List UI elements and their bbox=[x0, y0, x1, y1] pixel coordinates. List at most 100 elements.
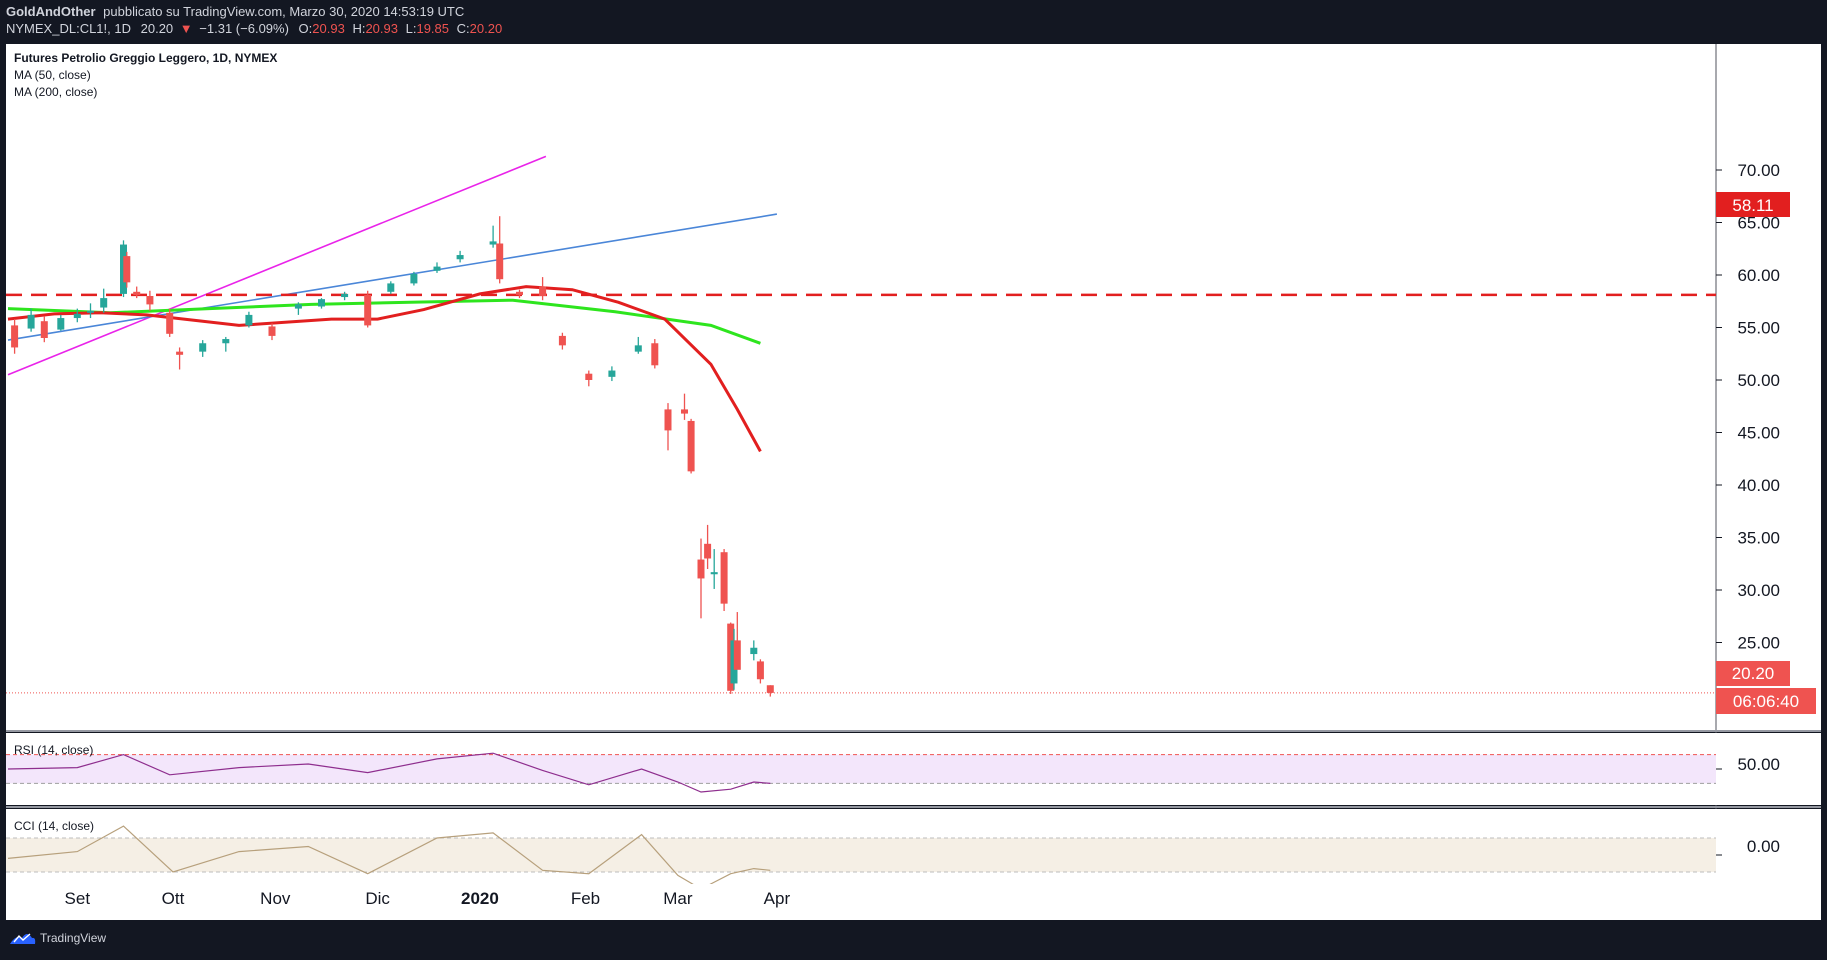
bar-countdown: 06:06:40 bbox=[1733, 692, 1799, 711]
down-arrow-icon: ▼ bbox=[180, 21, 193, 36]
candle bbox=[516, 289, 523, 299]
candle-body bbox=[697, 559, 705, 579]
ma50-line bbox=[7, 285, 762, 453]
candle bbox=[268, 323, 276, 341]
candle-body bbox=[123, 256, 131, 283]
candle-body bbox=[433, 266, 441, 271]
candle bbox=[720, 549, 728, 611]
price-tick-label: 25.00 bbox=[1737, 634, 1780, 653]
candle bbox=[733, 612, 741, 670]
price-tick-label: 65.00 bbox=[1737, 214, 1780, 233]
price-tick-label: 70.00 bbox=[1737, 161, 1780, 180]
chart-legend-title: Futures Petrolio Greggio Leggero, 1D, NY… bbox=[14, 51, 277, 65]
countdown-label-bg bbox=[1716, 688, 1816, 714]
candle bbox=[489, 225, 497, 248]
open-label: O: bbox=[299, 21, 313, 36]
price-tick-label: 30.00 bbox=[1737, 581, 1780, 600]
candle bbox=[57, 314, 65, 331]
price-tick-label: 60.00 bbox=[1737, 266, 1780, 285]
candle-body bbox=[489, 241, 497, 245]
high-value: 20.93 bbox=[365, 21, 398, 36]
change-value: −1.31 (−6.09%) bbox=[199, 21, 289, 36]
candle bbox=[166, 308, 174, 337]
rsi-line bbox=[7, 752, 771, 793]
candle bbox=[664, 403, 672, 451]
time-axis-label: Apr bbox=[764, 889, 791, 908]
candle-body bbox=[410, 273, 418, 284]
candle-body bbox=[387, 283, 395, 292]
candle bbox=[766, 685, 774, 697]
price-axis[interactable]: 70.00 65.00 60.00 55.00 50.00 45.00 40.00 35.00… bbox=[1716, 161, 1780, 653]
tradingview-logo-icon[interactable] bbox=[10, 933, 36, 944]
candle bbox=[87, 303, 94, 319]
resistance-price-label-bg bbox=[1716, 192, 1790, 217]
low-label: L: bbox=[406, 21, 417, 36]
candles bbox=[11, 216, 774, 697]
candle-body bbox=[651, 343, 659, 366]
cci-title: CCI (14, close) bbox=[14, 819, 94, 833]
candle bbox=[341, 291, 349, 301]
candle-body bbox=[268, 326, 276, 336]
candle-body bbox=[539, 286, 547, 296]
candle-body bbox=[720, 552, 728, 604]
rsi-plot bbox=[6, 752, 1722, 793]
candle-body bbox=[294, 304, 302, 309]
candle bbox=[756, 659, 764, 684]
candle bbox=[750, 640, 758, 661]
candle-body bbox=[558, 335, 566, 346]
candle-body bbox=[766, 685, 774, 693]
candle bbox=[608, 366, 616, 382]
ma50-legend: MA (50, close) bbox=[14, 68, 91, 82]
last-price-label-bg bbox=[1716, 661, 1790, 686]
time-axis-label: 2020 bbox=[461, 889, 499, 908]
rsi-band bbox=[6, 754, 1716, 784]
candle-body bbox=[516, 291, 523, 295]
candle bbox=[634, 336, 642, 354]
candle bbox=[294, 302, 302, 315]
candle-body bbox=[40, 321, 48, 338]
open-value: 20.93 bbox=[312, 21, 345, 36]
high-label: H: bbox=[352, 21, 365, 36]
candle bbox=[11, 319, 19, 354]
candle-body bbox=[11, 325, 19, 348]
candle-body bbox=[710, 572, 718, 575]
candle bbox=[704, 524, 712, 569]
candle bbox=[585, 370, 593, 387]
footer-brand[interactable]: TradingView bbox=[40, 931, 106, 945]
candle bbox=[697, 538, 705, 619]
time-axis-label: Set bbox=[65, 889, 91, 908]
candle-body bbox=[222, 339, 230, 344]
main-plot bbox=[6, 155, 1716, 697]
time-axis[interactable] bbox=[6, 884, 1821, 920]
price-tick-label: 55.00 bbox=[1737, 319, 1780, 338]
candle bbox=[710, 549, 718, 589]
rsi-tick-label: 50.00 bbox=[1737, 755, 1780, 774]
candle-body bbox=[133, 291, 141, 295]
candle bbox=[176, 347, 184, 370]
candle bbox=[27, 308, 35, 332]
candle bbox=[318, 298, 325, 309]
close-label: C: bbox=[457, 21, 470, 36]
candle bbox=[199, 340, 207, 357]
candle bbox=[73, 308, 81, 323]
close-value: 20.20 bbox=[470, 21, 503, 36]
candle-body bbox=[756, 661, 764, 680]
candle-body bbox=[687, 420, 695, 472]
low-value: 19.85 bbox=[416, 21, 449, 36]
author-name[interactable]: GoldAndOther bbox=[6, 4, 96, 19]
candle-body bbox=[496, 243, 504, 280]
blue-trendline bbox=[7, 213, 778, 341]
rsi-title: RSI (14, close) bbox=[14, 743, 93, 757]
time-axis-label: Ott bbox=[162, 889, 185, 908]
symbol-info[interactable]: NYMEX_DL:CL1!, 1D bbox=[6, 21, 131, 36]
candle-body bbox=[176, 351, 184, 355]
price-tick-label: 45.00 bbox=[1737, 424, 1780, 443]
main-pane[interactable] bbox=[6, 44, 1821, 730]
last-price-label: 20.20 bbox=[1732, 664, 1775, 683]
candle-body bbox=[245, 314, 253, 326]
price-tick-label: 35.00 bbox=[1737, 529, 1780, 548]
candle-body bbox=[608, 370, 616, 377]
candle bbox=[146, 290, 154, 311]
candle-body bbox=[364, 294, 372, 326]
